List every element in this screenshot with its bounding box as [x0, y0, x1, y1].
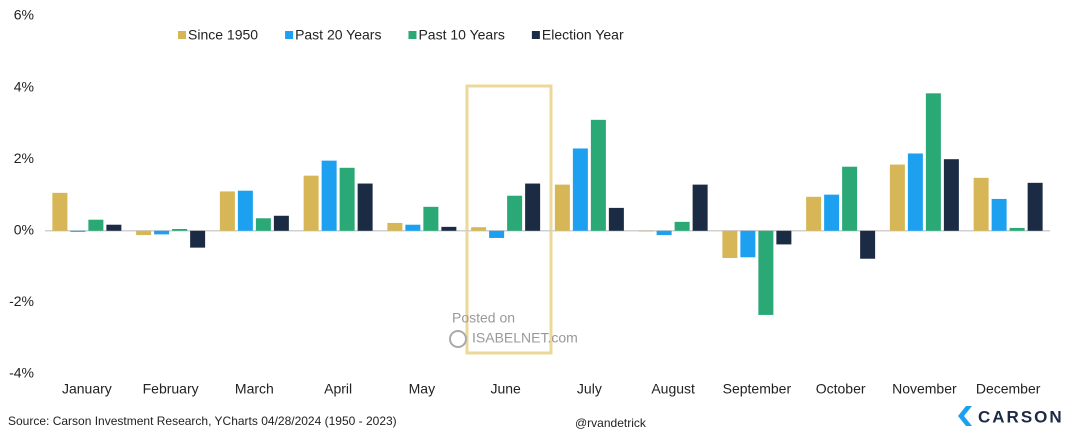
x-tick-label: October [816, 381, 866, 397]
bar [991, 198, 1007, 231]
bar [70, 230, 86, 232]
bar [1009, 227, 1025, 231]
logo: CARSON [978, 407, 1064, 426]
legend-label: Past 20 Years [295, 27, 381, 43]
bar [525, 183, 541, 231]
legend-label: Past 10 Years [418, 27, 504, 43]
x-tick-label: December [976, 381, 1041, 397]
bar [638, 230, 654, 232]
watermark: ISABELNET.com [472, 330, 578, 346]
bar [925, 93, 941, 231]
bar [441, 226, 457, 231]
credit: @rvandetrick [575, 416, 647, 430]
bar [405, 224, 421, 231]
bar [758, 230, 774, 315]
bar [572, 148, 588, 231]
bar [608, 207, 624, 231]
x-tick-label: May [409, 381, 435, 397]
y-tick-label: 6% [14, 7, 34, 23]
bar [321, 160, 337, 231]
bar [554, 184, 570, 231]
x-tick-label: February [143, 381, 199, 397]
y-tick-label: 0% [14, 222, 34, 238]
bar [255, 218, 271, 231]
bar [907, 153, 923, 231]
bar [136, 230, 152, 236]
x-tick-label: January [62, 381, 112, 397]
bar [357, 183, 373, 231]
bar [692, 184, 708, 231]
bar [889, 164, 905, 231]
bar [740, 230, 756, 258]
y-tick-label: 4% [14, 78, 34, 94]
bar [52, 192, 68, 231]
bar [824, 194, 840, 231]
legend-swatch [531, 31, 540, 39]
bar [172, 229, 188, 231]
bar [154, 230, 170, 235]
bar [943, 159, 959, 231]
bar [674, 221, 690, 231]
x-tick-label: March [235, 381, 274, 397]
logo-icon [958, 406, 972, 426]
bar [776, 230, 792, 245]
bar [842, 166, 858, 231]
legend-swatch [408, 31, 417, 39]
watermark-icon [449, 330, 467, 348]
bar [656, 230, 672, 236]
bar [339, 167, 355, 231]
legend-label: Since 1950 [188, 27, 258, 43]
bar [806, 196, 822, 231]
y-tick-label: -4% [9, 365, 34, 381]
bar [106, 224, 122, 231]
bar [423, 206, 439, 231]
legend-label: Election Year [542, 27, 624, 43]
bar [507, 195, 523, 231]
x-tick-label: April [324, 381, 352, 397]
x-tick-label: August [651, 381, 695, 397]
bar [303, 175, 319, 231]
bar [273, 215, 289, 231]
x-tick-label: June [490, 381, 521, 397]
x-tick-label: July [577, 381, 602, 397]
bar [860, 230, 876, 259]
x-tick-label: September [723, 381, 792, 397]
x-tick-label: November [892, 381, 957, 397]
source: Source: Carson Investment Research, YCha… [8, 414, 397, 428]
bar [973, 177, 989, 231]
legend-swatch [178, 31, 186, 39]
bar [1027, 182, 1043, 231]
legend-swatch [285, 31, 294, 39]
bar [722, 230, 738, 259]
bar [88, 219, 104, 231]
y-tick-label: 2% [14, 150, 34, 166]
june-highlight [465, 84, 553, 355]
bar [471, 227, 487, 231]
bar [590, 119, 606, 231]
watermark: Posted on [452, 310, 515, 326]
bar [219, 191, 235, 231]
bar [387, 222, 403, 231]
bar [237, 190, 253, 231]
bar [489, 230, 505, 238]
bar [190, 230, 206, 248]
y-tick-label: -2% [9, 293, 34, 309]
